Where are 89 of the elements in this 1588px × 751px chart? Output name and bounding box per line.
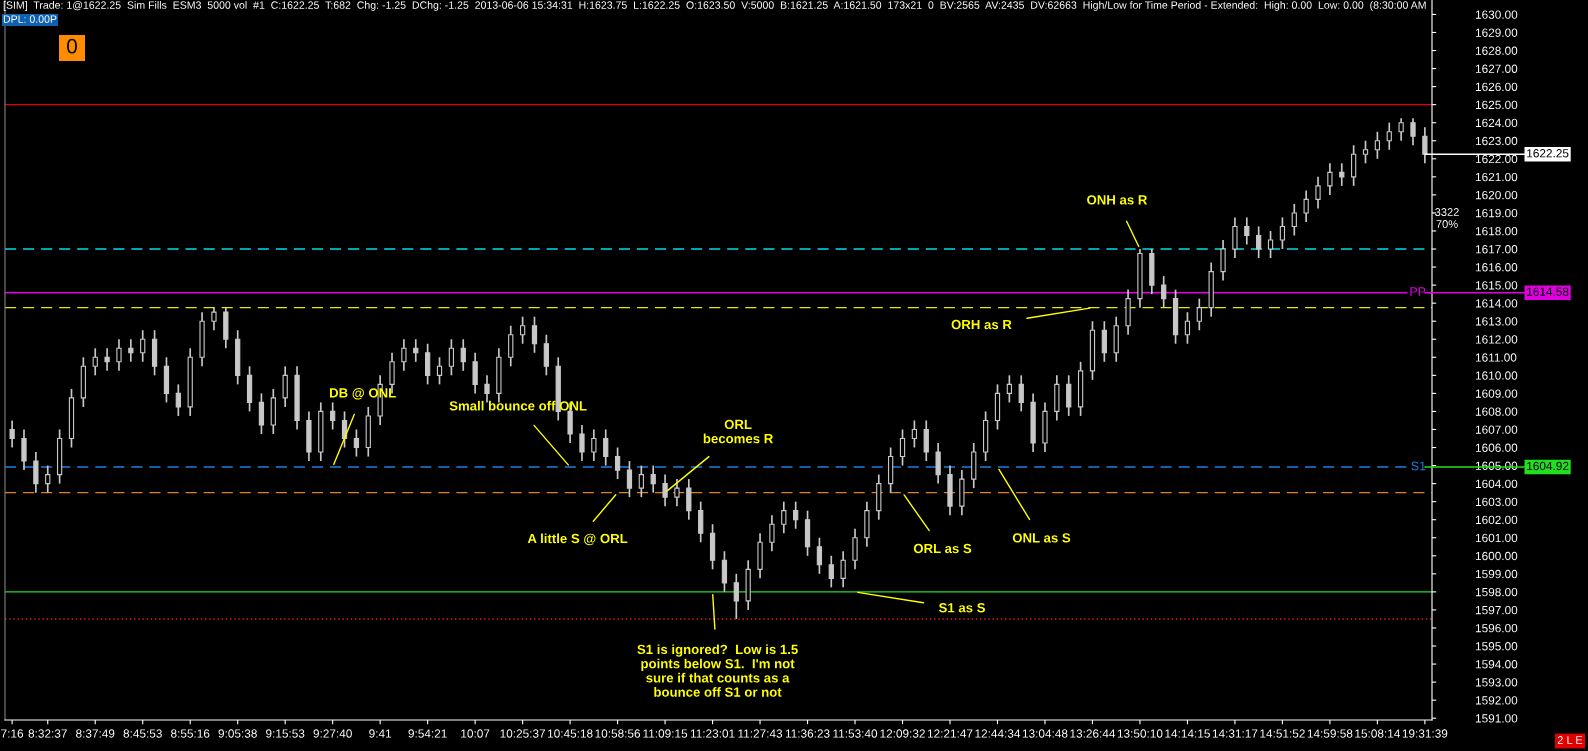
x-tick-label: 11:09:15 [643, 729, 688, 738]
y-tick-label: 1615.00 [1475, 281, 1518, 290]
y-tick-label: 1599.00 [1475, 569, 1518, 579]
text: 3322 [1435, 208, 1459, 216]
x-tick-label: 8:37:49 [76, 729, 115, 738]
y-tick-label: 1622.00 [1475, 154, 1518, 164]
y-tick-label: 1604.00 [1475, 479, 1518, 488]
x-tick-label: 9:05:38 [218, 729, 257, 738]
y-tick-label: 1624.00 [1475, 118, 1518, 128]
y-tick-label: 1592.00 [1475, 696, 1518, 705]
x-tick-label: 11:27:43 [738, 729, 783, 738]
x-tick-label: 12:09:32 [880, 729, 925, 738]
y-tick-label: 1591.00 [1475, 714, 1518, 723]
y-tick-label: 1621.00 [1475, 172, 1518, 182]
y-tick-label: 1597.00 [1475, 605, 1518, 615]
x-tick-label: 10:25:37 [500, 729, 545, 738]
y-tick-label: 1617.00 [1475, 245, 1518, 254]
x-tick-label: 8:45:53 [123, 729, 162, 738]
y-tick-label: 1593.00 [1475, 678, 1518, 687]
annotation: S1 as S [938, 603, 985, 613]
x-tick-label: 10:45:18 [548, 729, 593, 738]
y-tick-label: 1598.00 [1475, 587, 1518, 597]
y-tick-label: 1601.00 [1475, 533, 1518, 543]
x-tick-label: 10:58:56 [595, 729, 641, 738]
x-tick-label: 9:15:53 [266, 729, 305, 738]
x-tick-label: 12:44:34 [975, 729, 1021, 738]
x-tick-label: 15:08:14 [1355, 729, 1401, 738]
annotation: 1614.58 [1527, 287, 1569, 296]
y-tick-label: 1618.00 [1475, 227, 1518, 236]
annotation: 1604.92 [1527, 461, 1569, 471]
y-tick-label: 1614.00 [1475, 299, 1518, 308]
y-tick-label: 1600.00 [1475, 551, 1518, 561]
x-tick-label: 14:59:58 [1307, 729, 1353, 738]
y-tick-label: 1594.00 [1475, 660, 1518, 669]
y-tick-label: 1609.00 [1475, 389, 1518, 398]
annotation: ONL as S [1012, 533, 1071, 543]
x-tick-label: 12:21:47 [927, 729, 973, 738]
y-tick-label: 1602.00 [1475, 515, 1518, 525]
annotation: ORL becomes R [703, 419, 774, 444]
y-tick-label: 1616.00 [1475, 263, 1518, 272]
y-tick-label: 1608.00 [1475, 407, 1518, 416]
x-tick-label: 11:36:23 [785, 729, 830, 738]
ref-line-label: S1 [1411, 461, 1426, 471]
y-tick-label: 1612.00 [1475, 335, 1518, 344]
x-tick-label: 9:27:40 [313, 729, 352, 738]
x-tick-label: 14:14:15 [1165, 729, 1210, 738]
x-tick-label: 11:53:40 [833, 729, 878, 738]
y-tick-label: 1596.00 [1475, 624, 1518, 633]
x-tick-label: 13:04:48 [1022, 729, 1068, 738]
x-tick-label: 10:07 [461, 729, 490, 738]
y-tick-label: 1620.00 [1475, 190, 1518, 200]
y-tick-label: 1607.00 [1475, 425, 1518, 434]
annotation: ONH as R [1087, 195, 1148, 205]
x-tick-label: 8:32:37 [28, 729, 67, 738]
x-tick-label: 14:31:17 [1212, 729, 1258, 738]
annotation: A little S @ ORL [527, 533, 628, 546]
text: 70% [1436, 220, 1458, 228]
ref-line-label: PP [1410, 287, 1426, 296]
x-tick-label: 11:23:01 [690, 729, 735, 738]
chart-title: [SIM] Trade: 1@1622.25 Sim Fills ESM3 5000 vol #1 C:1622.25 T:682 Chg: -1.25 DChg: -1.25 2013-06-06 15:34:31 H:1623.75 L:1622.25 O:1623.50 V:5000 B:1621.25 A:1621.50 173x21 0 BV:2565 AV:2435 DV:62663 High/Low for Time Period - Extended: High: 0.00 Low: 0.00 (8:30:00 AM [3, 1, 1426, 11]
y-tick-label: 1623.00 [1475, 136, 1518, 146]
x-tick-label: 19:31:39 [1402, 729, 1448, 738]
y-tick-label: 1629.00 [1475, 28, 1518, 37]
annotation: 0 [67, 38, 77, 54]
y-tick-label: 1595.00 [1475, 642, 1518, 651]
y-tick-label: 1610.00 [1475, 371, 1518, 380]
x-tick-label: 9:54:21 [408, 729, 447, 738]
annotation: 1622.25 [1527, 149, 1569, 158]
text: 2 L E [1557, 736, 1583, 744]
y-tick-label: 1627.00 [1475, 64, 1518, 73]
x-tick-label: 8:55:16 [171, 729, 210, 738]
annotation: DPL: 0.00P [3, 15, 57, 23]
y-tick-label: 1626.00 [1475, 82, 1518, 92]
y-tick-label: 1613.00 [1475, 317, 1518, 326]
y-tick-label: 1619.00 [1475, 208, 1518, 218]
x-tick-label: 13:26:44 [1070, 729, 1116, 738]
y-tick-label: 1628.00 [1475, 46, 1518, 55]
annotation: ORL as S [913, 543, 972, 554]
y-tick-label: 1603.00 [1475, 497, 1518, 507]
annotation: ORH as R [951, 319, 1012, 330]
x-tick-label: 7:16 [1, 729, 24, 738]
annotation: S1 is ignored? Low is 1.5 points below S1. I'm not sure if that counts as a bounce off S1 or not [637, 644, 798, 697]
y-tick-label: 1625.00 [1475, 100, 1518, 110]
x-tick-label: 9:41 [369, 729, 392, 738]
y-tick-label: 1611.00 [1475, 353, 1517, 362]
y-tick-label: 1606.00 [1475, 443, 1518, 452]
x-tick-label: 13:50:10 [1117, 729, 1163, 738]
y-tick-label: 1630.00 [1475, 10, 1518, 19]
x-tick-label: 14:51:52 [1260, 729, 1305, 738]
